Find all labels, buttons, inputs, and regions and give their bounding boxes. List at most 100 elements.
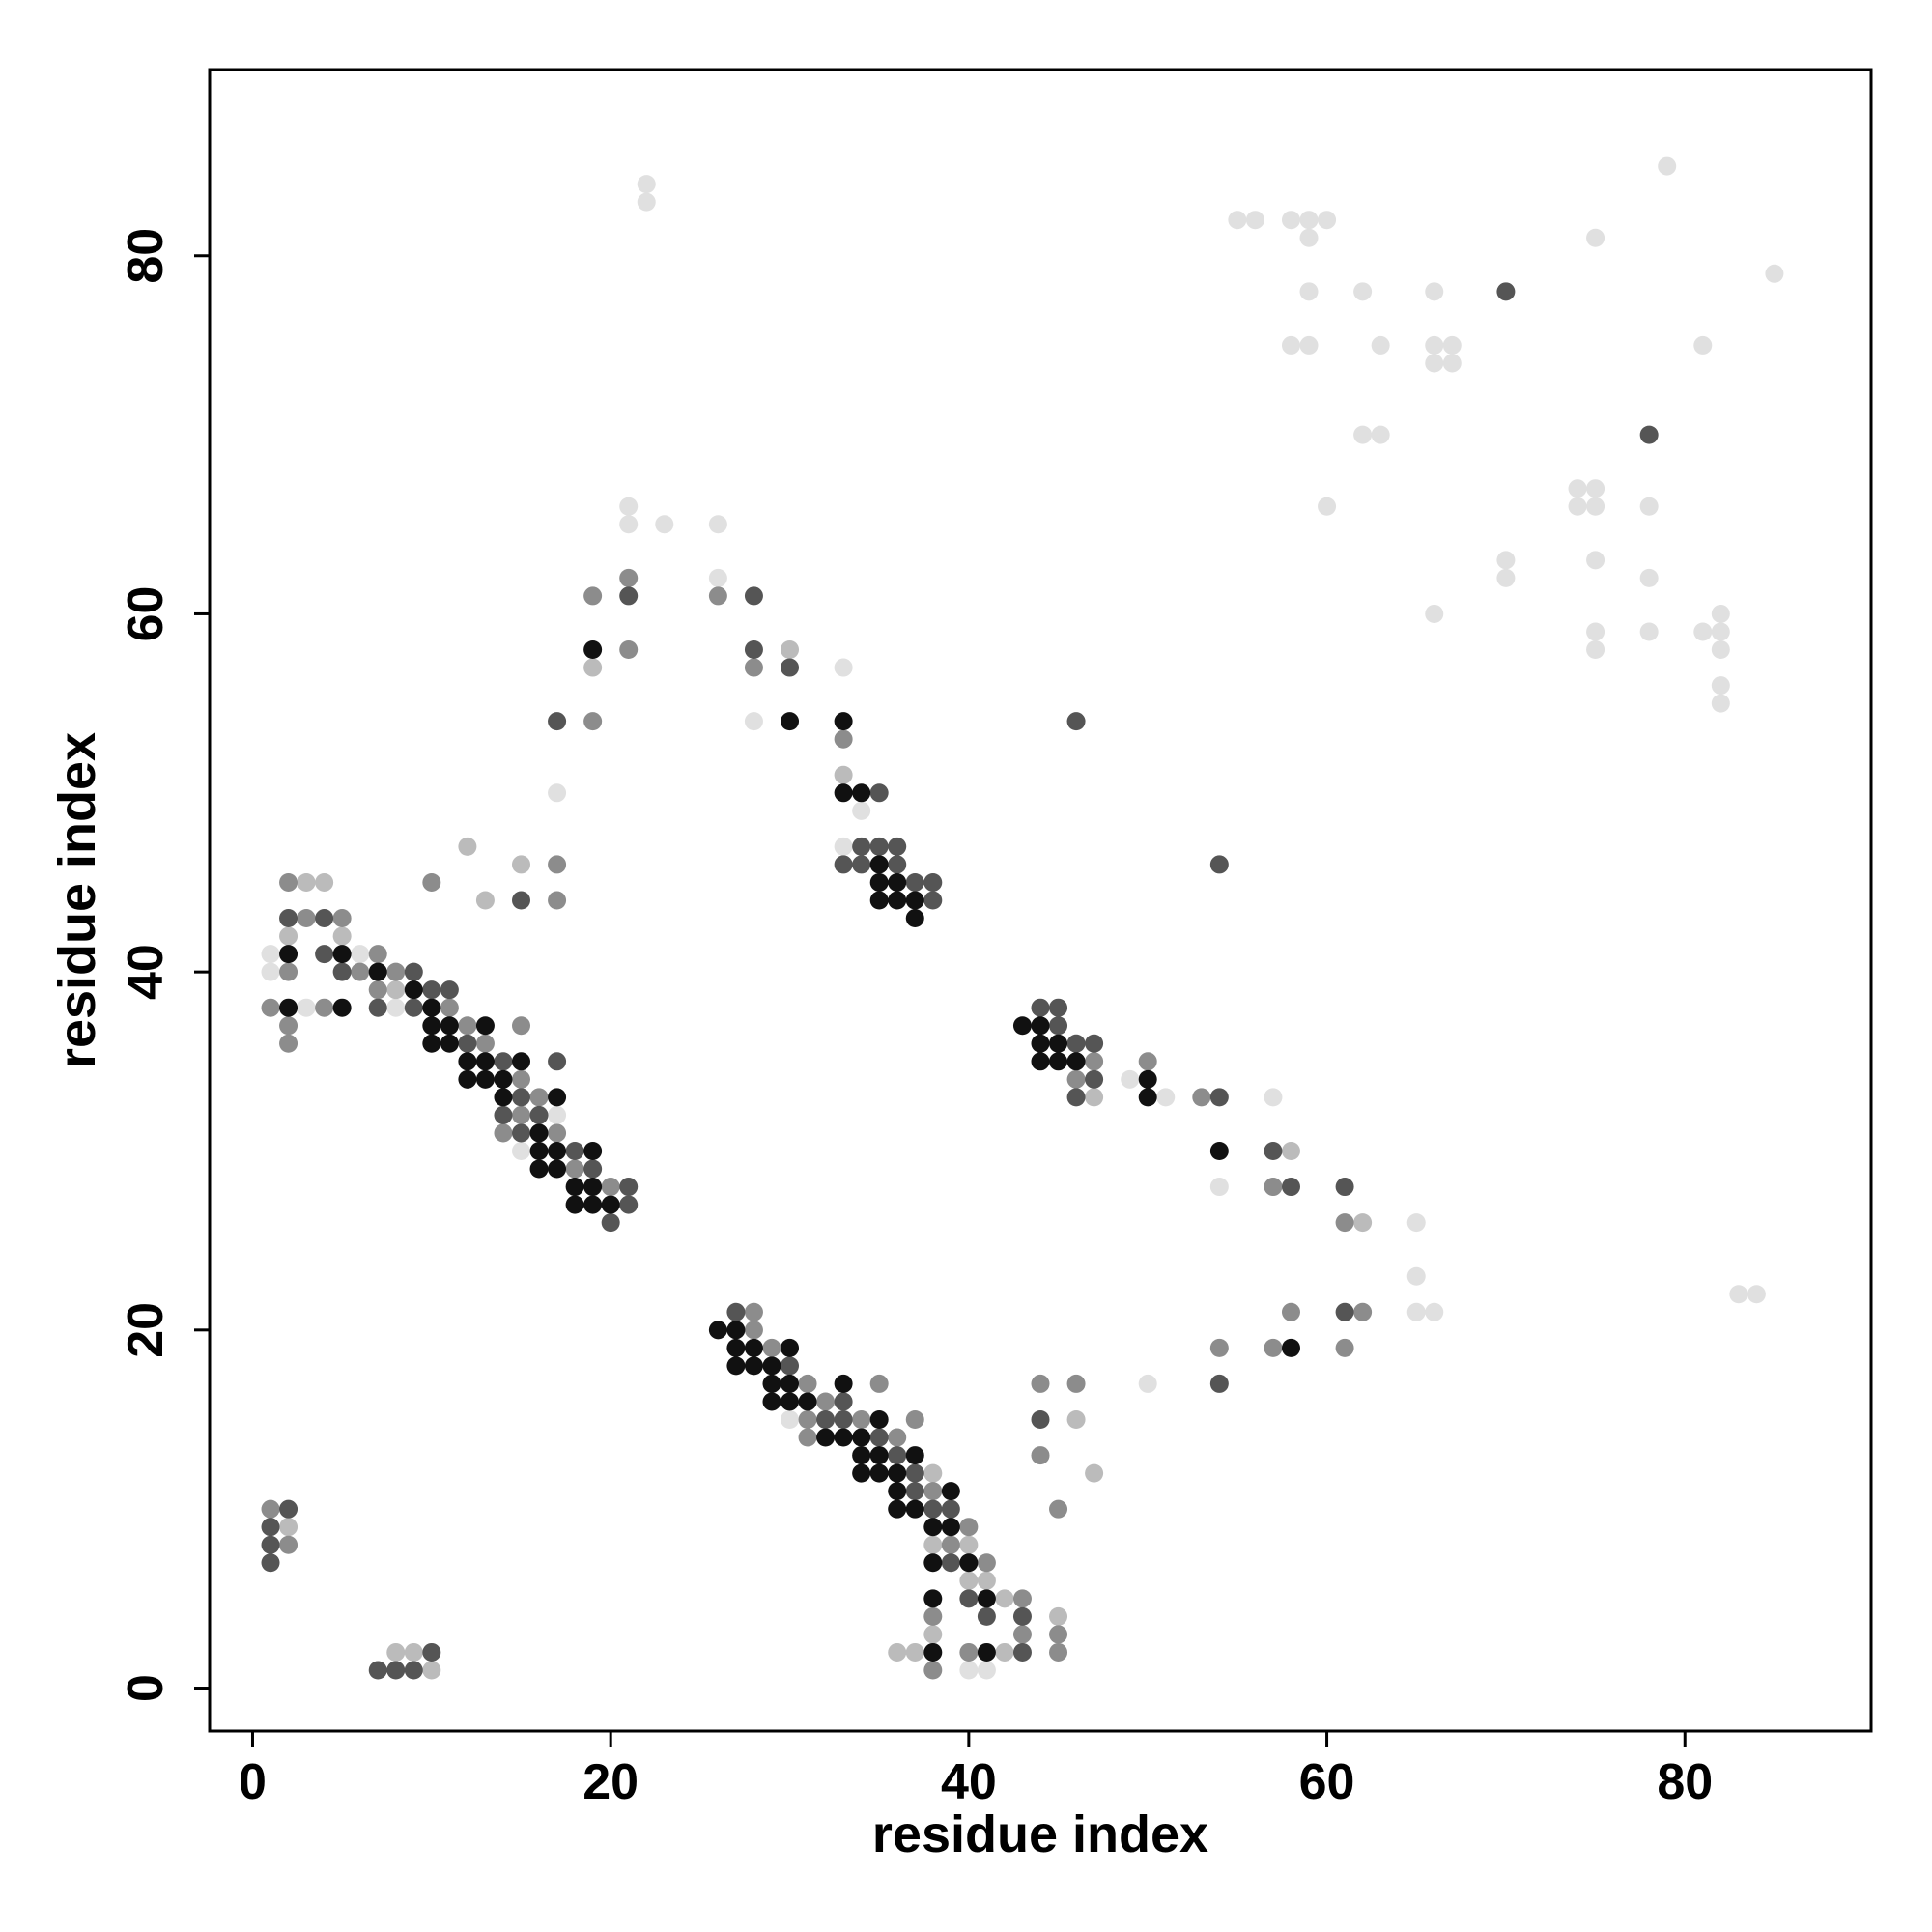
point [869, 1446, 889, 1465]
point [1568, 479, 1587, 498]
point [869, 1428, 889, 1447]
point [923, 1625, 943, 1644]
point [261, 1553, 280, 1573]
y-tick-label: 40 [118, 944, 174, 1000]
point [512, 1052, 530, 1071]
point [601, 1195, 620, 1214]
point [1031, 1034, 1050, 1053]
point [888, 1482, 907, 1501]
point [475, 1016, 495, 1036]
point [386, 980, 406, 1000]
point [1586, 479, 1605, 498]
point [798, 1428, 817, 1447]
point [512, 1123, 530, 1143]
point [601, 1178, 620, 1197]
point [781, 1374, 800, 1393]
point [959, 1553, 979, 1573]
point [637, 175, 656, 194]
point [1209, 1088, 1229, 1107]
point [315, 872, 334, 892]
point [583, 712, 603, 731]
point [512, 855, 530, 874]
point [475, 1052, 495, 1071]
point [279, 962, 298, 981]
point [1264, 1141, 1283, 1160]
point [1209, 1338, 1229, 1357]
point [977, 1606, 996, 1626]
point [905, 909, 924, 928]
point [475, 1069, 495, 1089]
point [297, 872, 316, 892]
point [368, 945, 387, 964]
point [905, 1446, 924, 1465]
point [583, 658, 603, 677]
point [834, 837, 853, 856]
point [744, 712, 763, 731]
point [1586, 497, 1605, 516]
point [852, 1463, 871, 1483]
point [852, 1410, 871, 1429]
point [1639, 622, 1659, 641]
point [1318, 497, 1337, 516]
point [1406, 1266, 1426, 1286]
point [279, 872, 298, 892]
point [1335, 1338, 1354, 1357]
point [977, 1553, 996, 1573]
point [279, 945, 298, 964]
point [959, 1518, 979, 1537]
point [905, 1642, 924, 1662]
point [332, 926, 352, 946]
point [888, 1499, 907, 1519]
point [1209, 1178, 1229, 1197]
point [744, 640, 763, 660]
point [619, 640, 639, 660]
point [923, 1535, 943, 1554]
point [512, 1141, 530, 1160]
point [458, 1069, 477, 1089]
point [368, 1661, 387, 1680]
point [708, 1321, 727, 1340]
point [941, 1499, 960, 1519]
point [565, 1141, 584, 1160]
point [1066, 1034, 1086, 1053]
point [708, 568, 727, 587]
point [1425, 1302, 1444, 1321]
point [1442, 354, 1462, 373]
point [475, 1034, 495, 1053]
point [834, 658, 853, 677]
point [1442, 335, 1462, 355]
point [744, 1356, 763, 1376]
point [923, 1589, 943, 1608]
point [548, 891, 567, 910]
point [1371, 425, 1390, 444]
point [1281, 1338, 1300, 1357]
point [781, 1392, 800, 1411]
point [941, 1518, 960, 1537]
point [1496, 282, 1516, 301]
point [923, 1642, 943, 1662]
point [494, 1088, 513, 1107]
point [422, 1661, 441, 1680]
point [869, 837, 889, 856]
point [905, 1482, 924, 1501]
point [834, 1392, 853, 1411]
point [422, 998, 441, 1017]
point [816, 1428, 836, 1447]
point [798, 1374, 817, 1393]
point [1711, 640, 1730, 660]
point [959, 1589, 979, 1608]
point [923, 1463, 943, 1483]
point [1049, 1052, 1068, 1071]
point [529, 1088, 549, 1107]
point [1658, 156, 1677, 176]
x-tick-label: 80 [1657, 1754, 1713, 1810]
point [1765, 264, 1784, 283]
point [404, 962, 423, 981]
point [279, 1034, 298, 1053]
point [1012, 1589, 1032, 1608]
point [959, 1571, 979, 1590]
point [1138, 1374, 1157, 1393]
point [458, 1034, 477, 1053]
point [1496, 551, 1516, 570]
point [494, 1069, 513, 1089]
